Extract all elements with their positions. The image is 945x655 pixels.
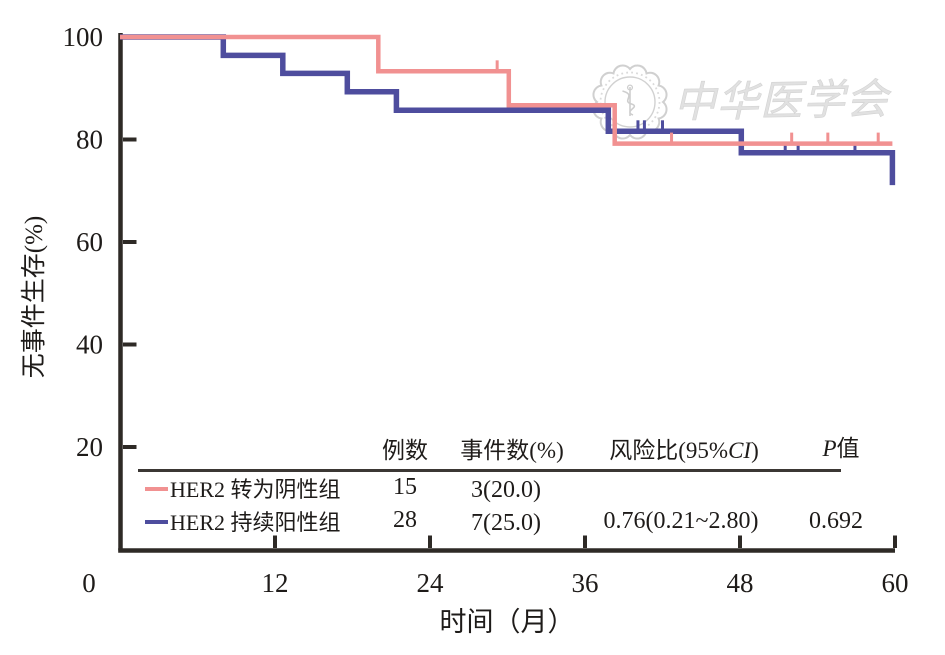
row1-n-value: 15 (393, 474, 417, 500)
logo-staff-snake (622, 87, 636, 116)
cma-watermark: 中华医学会 (592, 64, 892, 140)
x-tick-label: 12 (262, 568, 289, 598)
table-header-rule (138, 469, 841, 472)
axes: 100 80 60 40 20 0 12 24 36 48 60 (63, 22, 909, 598)
y-tick-label: 100 (63, 22, 104, 52)
x-axis-title: 时间（月） (440, 607, 575, 637)
y-tick-label: 60 (76, 227, 103, 257)
cma-logo-icon (592, 64, 668, 140)
table-header-p-italic: P (822, 436, 837, 461)
legend-line-sample-positive-group (145, 520, 168, 524)
table-header-p: P值 (822, 436, 859, 461)
x-tick-label: 0 (82, 568, 96, 598)
legend-label-positive-group: HER2 持续阳性组 (170, 510, 341, 535)
x-tick-label: 36 (572, 568, 599, 598)
y-tick-label: 20 (76, 432, 103, 462)
logo-scalloped-border (592, 64, 668, 140)
watermark-text: 中华医学会 (673, 77, 892, 127)
y-tick-label: 40 (76, 330, 103, 360)
logo-inner-circle (604, 76, 656, 128)
table-header-p-suffix: 值 (836, 436, 860, 461)
table-header-n: 例数 (382, 438, 428, 463)
y-tick-label: 80 (76, 125, 103, 155)
y-axis-title: 无事件生存(%) (20, 216, 48, 378)
legend-line-sample-negative-group (145, 487, 168, 491)
table-header-hr: 风险比(95%CI) (609, 438, 759, 463)
row2-p-value: 0.692 (809, 508, 863, 534)
row2-events-value: 7(25.0) (471, 510, 541, 536)
x-tick-label: 48 (727, 568, 754, 598)
table-header-hr-ci: CI (728, 438, 752, 463)
row1-events-value: 3(20.0) (471, 477, 541, 503)
legend-label-negative-group: HER2 转为阴性组 (170, 477, 341, 502)
table-header-events: 事件数(%) (460, 438, 564, 463)
km-curve (120, 34, 893, 146)
x-tick-label: 60 (882, 568, 909, 598)
logo-snake-head (626, 84, 634, 91)
row2-hazard-ratio-value: 0.76(0.21~2.80) (603, 508, 759, 534)
x-tick-label: 24 (417, 568, 445, 598)
table-header-hr-suffix: ) (751, 438, 759, 463)
survival-curves (120, 34, 896, 186)
table-header-hr-prefix: 风险比(95% (609, 438, 729, 463)
row2-n-value: 28 (393, 507, 417, 533)
